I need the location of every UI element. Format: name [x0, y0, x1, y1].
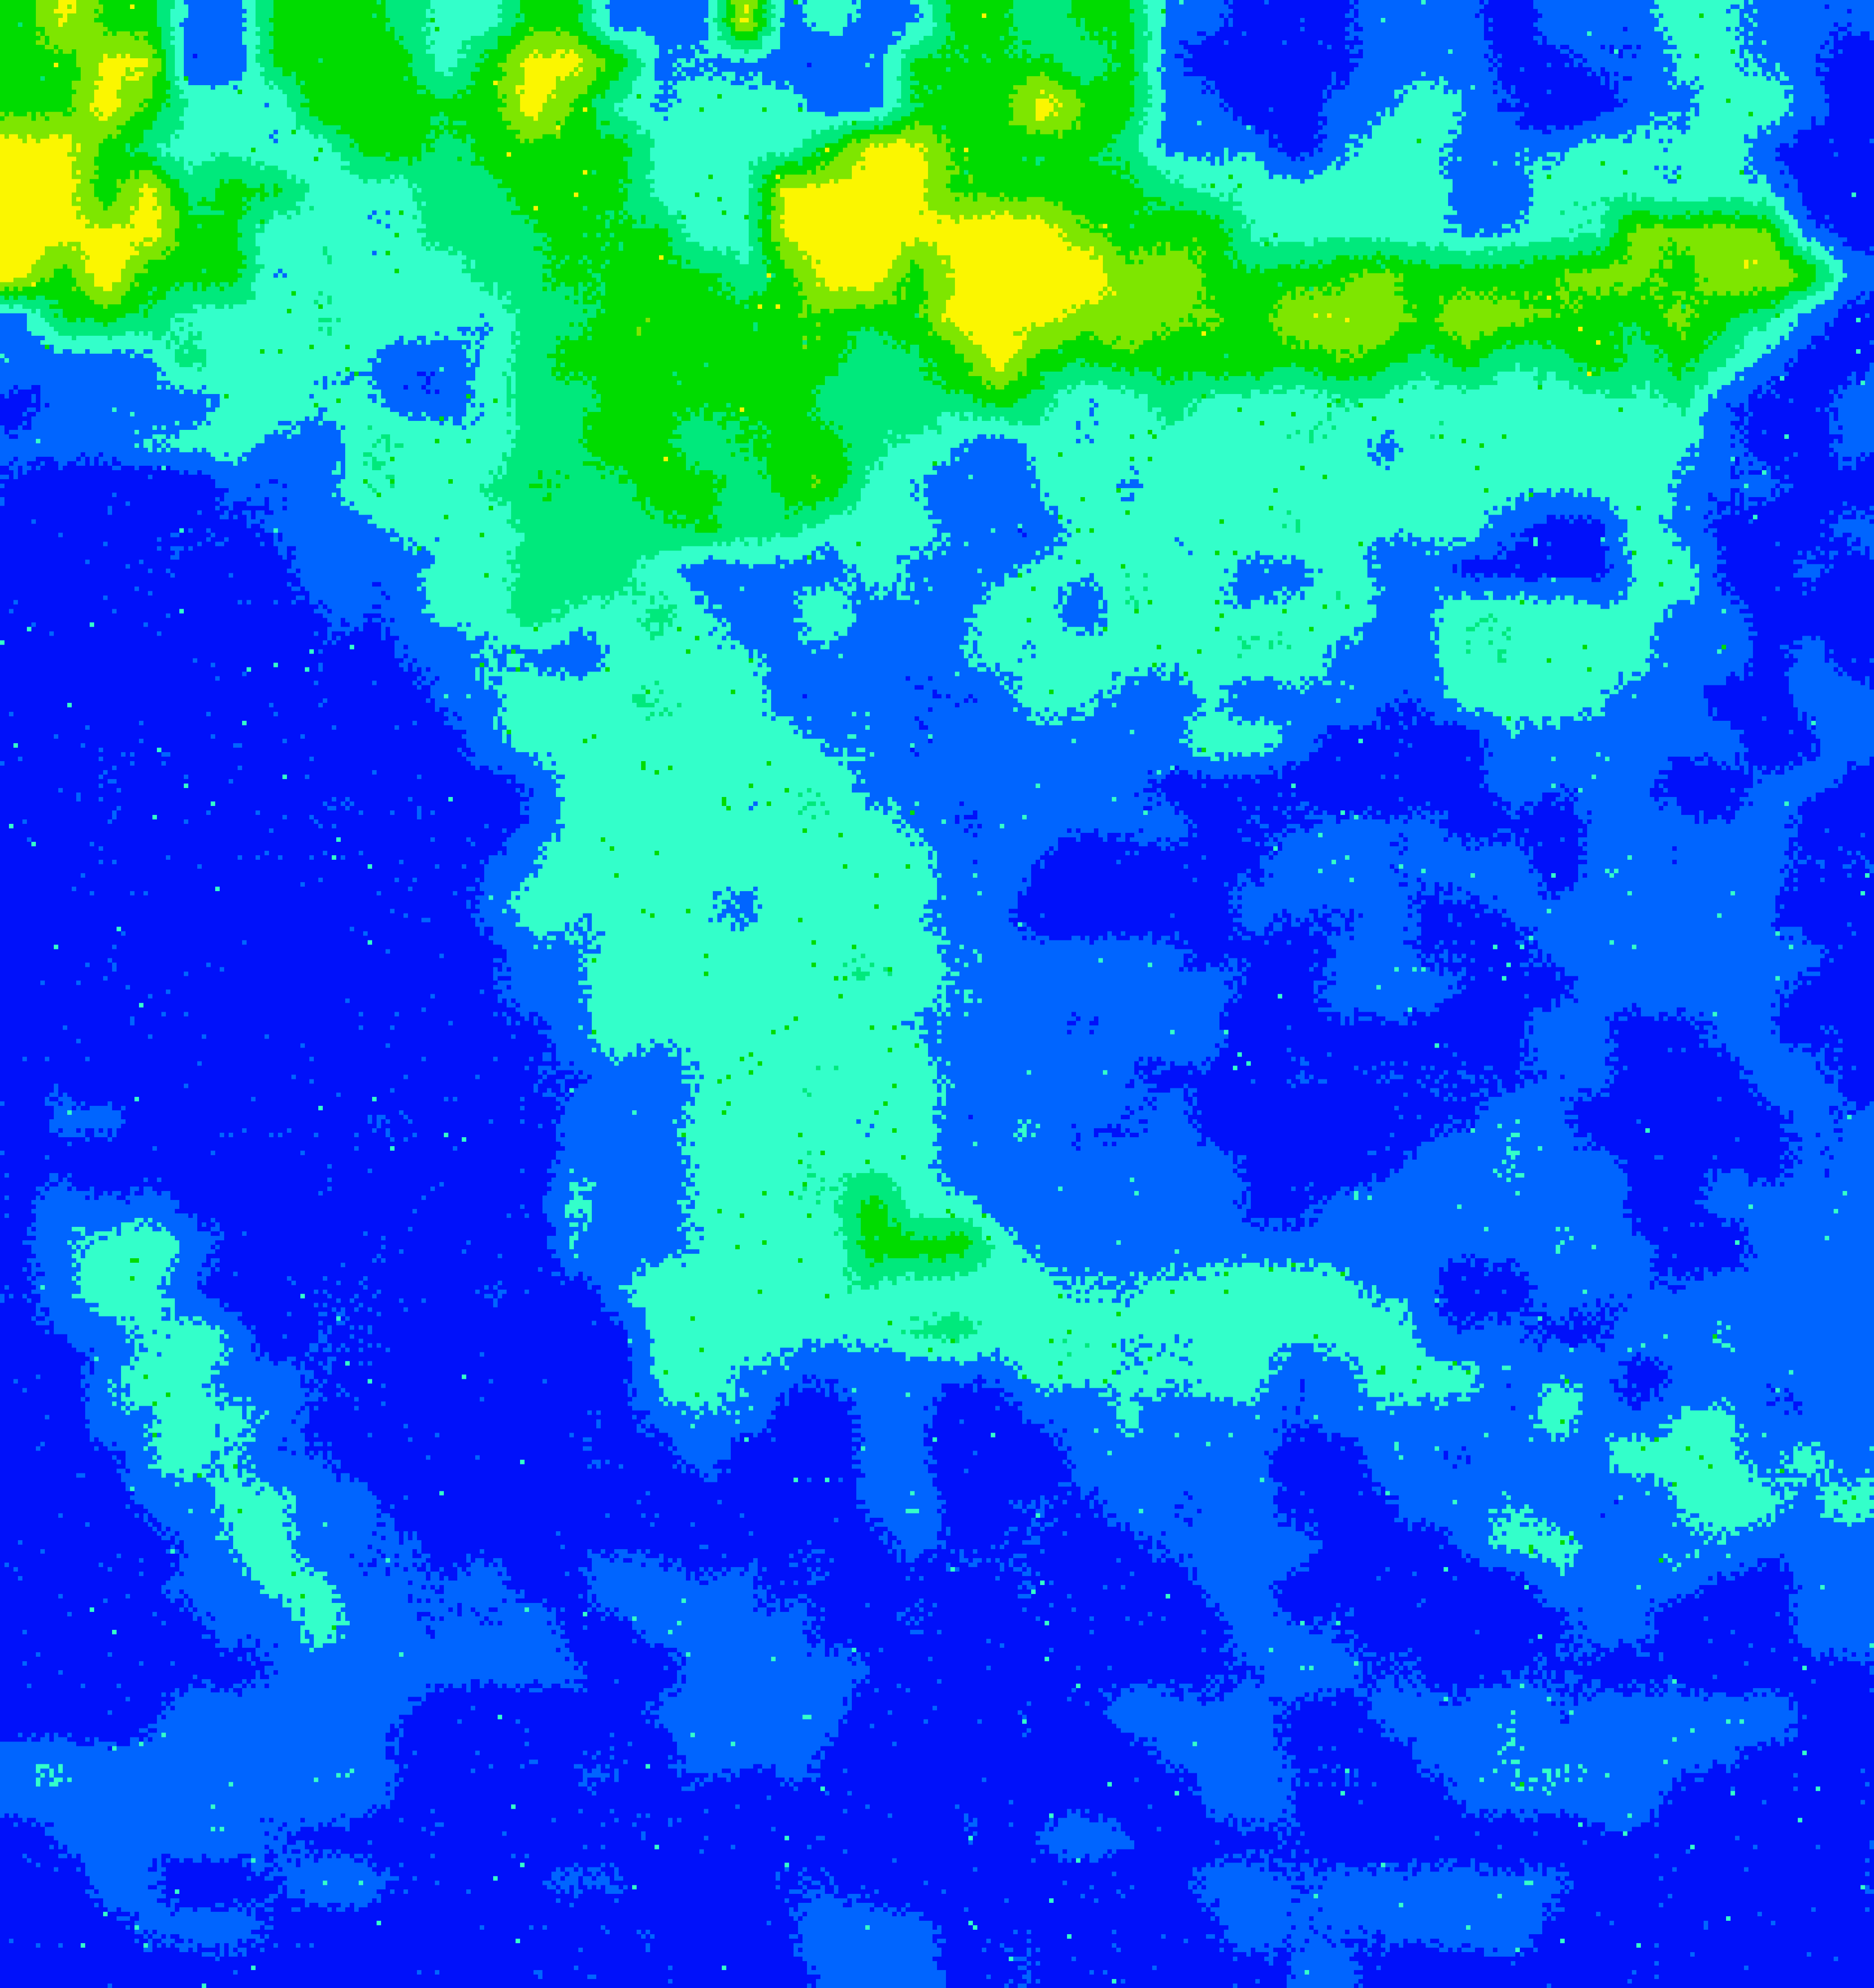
weather-map-canvas	[0, 0, 1874, 1988]
satellite-weather-map	[0, 0, 1874, 1988]
